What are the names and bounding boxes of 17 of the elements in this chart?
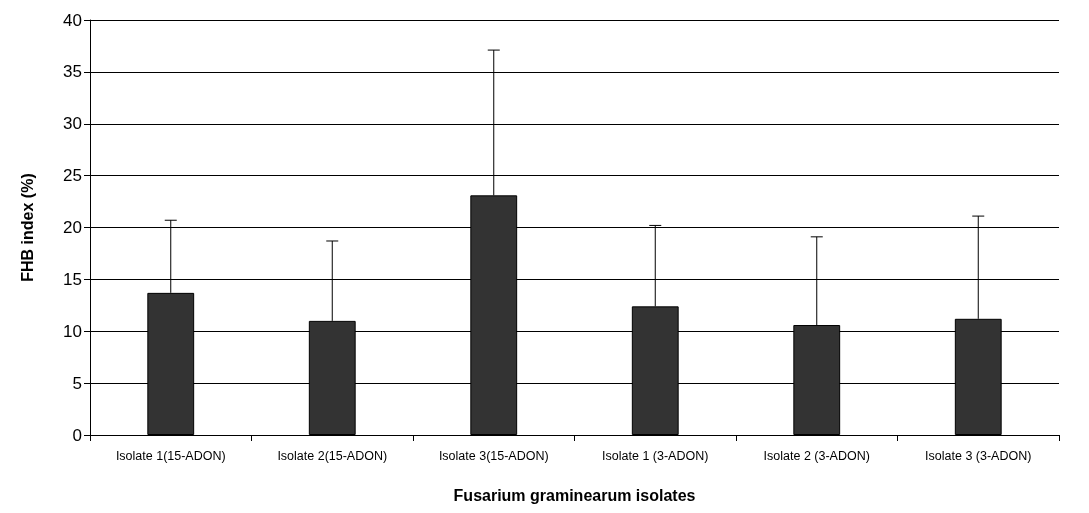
y-tick-label: 25 bbox=[63, 166, 82, 186]
y-tick-label: 0 bbox=[72, 425, 82, 445]
x-tick-label: Isolate 3 (3-ADON) bbox=[925, 448, 1032, 463]
y-tick-label: 35 bbox=[63, 62, 82, 82]
y-axis-title: FHB index (%) bbox=[18, 173, 36, 282]
y-tick-label: 40 bbox=[63, 10, 82, 30]
x-tick-label: Isolate 3(15-ADON) bbox=[438, 448, 549, 463]
x-tick-label: Isolate 2 (3-ADON) bbox=[763, 448, 870, 463]
y-tick-label: 15 bbox=[63, 269, 82, 289]
x-tick-label: Isolate 1(15-ADON) bbox=[115, 448, 226, 463]
x-axis-title: Fusarium graminearum isolates bbox=[453, 486, 696, 504]
x-tick-label: Isolate 2(15-ADON) bbox=[277, 448, 388, 463]
y-tick-label: 10 bbox=[63, 321, 82, 341]
x-tick-label: Isolate 1 (3-ADON) bbox=[602, 448, 709, 463]
y-tick-label: 5 bbox=[72, 373, 82, 393]
y-tick-label: 20 bbox=[63, 218, 82, 237]
y-tick-label: 30 bbox=[63, 114, 82, 134]
